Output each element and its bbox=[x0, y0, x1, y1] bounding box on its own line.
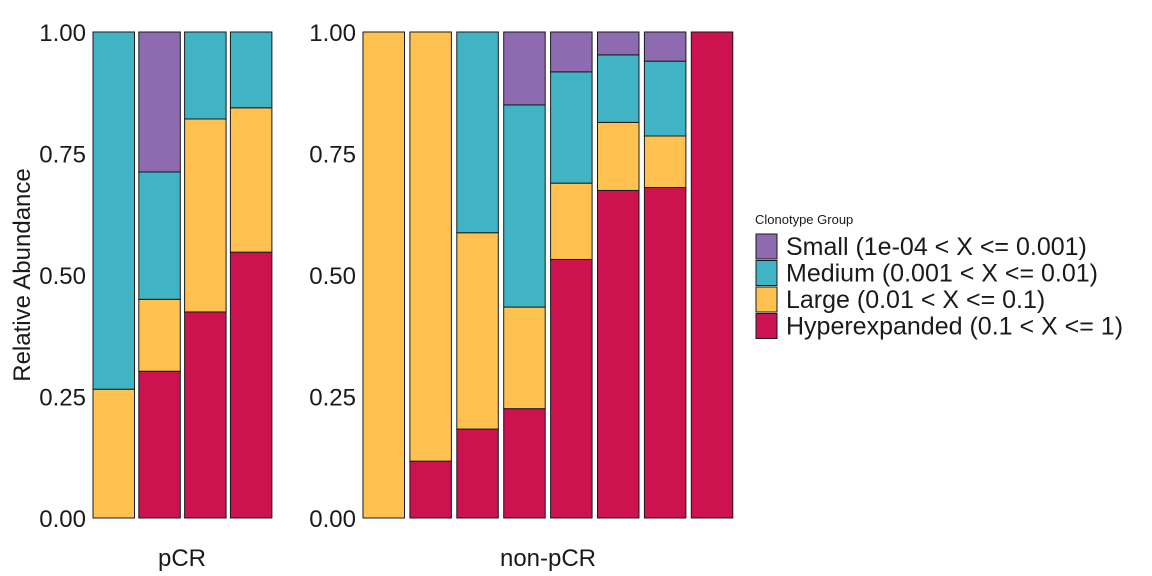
legend: Clonotype Group Small (1e-04 < X <= 0.00… bbox=[755, 212, 1123, 341]
bar-segment-hyperexpanded bbox=[138, 370, 181, 519]
y-axis-title-group: Relative Abundance bbox=[9, 168, 36, 382]
bar-segment-large bbox=[503, 306, 546, 410]
bar-segment-small bbox=[503, 31, 546, 106]
bar-segment-medium bbox=[229, 31, 273, 109]
y-tick-label: 0.50 bbox=[309, 263, 356, 290]
legend-label: Large (0.01 < X <= 0.1) bbox=[786, 286, 1045, 314]
bar-segment-small bbox=[643, 31, 687, 62]
bar-segment-hyperexpanded bbox=[690, 31, 734, 519]
y-tick-label: 0.50 bbox=[39, 263, 86, 290]
bar-segment-small bbox=[597, 31, 640, 56]
bar-segment-large bbox=[138, 298, 181, 372]
bar-segment-hyperexpanded bbox=[229, 251, 273, 519]
bar-segment-hyperexpanded bbox=[597, 189, 640, 519]
bar-segment-medium bbox=[184, 31, 227, 120]
bar-segment-large bbox=[597, 121, 640, 191]
bar-segment-small bbox=[138, 31, 181, 173]
bar-segment-medium bbox=[550, 71, 593, 184]
bar-segment-medium bbox=[503, 104, 546, 308]
legend-label: Medium (0.001 < X <= 0.01) bbox=[786, 260, 1098, 288]
bar-segment-hyperexpanded bbox=[550, 258, 593, 519]
bar-segment-large bbox=[229, 107, 273, 253]
bar-segment-large bbox=[362, 31, 405, 519]
legend-title: Clonotype Group bbox=[755, 212, 853, 227]
bar-segment-hyperexpanded bbox=[409, 460, 452, 519]
bar-segment-medium bbox=[597, 54, 640, 123]
panel-pCR: 0.00 0.25 0.50 0.75 1.00 pCR bbox=[39, 20, 273, 572]
bar-segment-medium bbox=[456, 31, 499, 234]
bar-segment-large bbox=[92, 388, 135, 519]
bar-segment-hyperexpanded bbox=[503, 408, 546, 519]
y-tick-label: 1.00 bbox=[39, 20, 86, 47]
y-tick-label: 0.25 bbox=[309, 385, 356, 412]
y-axis-title: Relative Abundance bbox=[9, 168, 36, 382]
panel-non-pCR: 0.00 0.25 0.50 0.75 1.00 non-pCR bbox=[309, 20, 734, 572]
legend-label: Small (1e-04 < X <= 0.001) bbox=[786, 233, 1087, 261]
bar-segment-hyperexpanded bbox=[643, 187, 687, 519]
bar-segment-hyperexpanded bbox=[184, 311, 227, 519]
facet-panels: 0.00 0.25 0.50 0.75 1.00 pCR 0.00 0.25 0.50 0.75 1… bbox=[39, 20, 734, 572]
facet-label: pCR bbox=[158, 545, 206, 572]
bar-segment-hyperexpanded bbox=[456, 428, 499, 519]
facet-label: non-pCR bbox=[500, 545, 596, 572]
bar-segment-large bbox=[456, 232, 499, 430]
legend-swatch bbox=[755, 260, 778, 286]
bar-segment-medium bbox=[138, 171, 181, 300]
y-tick-label: 0.75 bbox=[309, 142, 356, 169]
legend-entries: Small (1e-04 < X <= 0.001)Medium (0.001 … bbox=[755, 233, 1123, 341]
y-tick-label: 1.00 bbox=[309, 20, 356, 47]
legend-swatch bbox=[755, 286, 778, 313]
y-tick-label: 0.25 bbox=[39, 385, 86, 412]
legend-swatch bbox=[755, 233, 778, 260]
legend-label: Hyperexpanded (0.1 < X <= 1) bbox=[786, 313, 1123, 341]
bar-segment-large bbox=[409, 31, 452, 462]
bar-segment-large bbox=[184, 118, 227, 313]
bar-segment-small bbox=[550, 31, 593, 73]
bar-segment-medium bbox=[643, 60, 687, 137]
y-tick-label: 0.00 bbox=[39, 506, 86, 533]
legend-swatch bbox=[755, 313, 778, 339]
bar-segment-medium bbox=[92, 31, 135, 390]
bar-segment-large bbox=[643, 135, 687, 189]
bar-segment-large bbox=[550, 182, 593, 260]
y-tick-label: 0.00 bbox=[309, 506, 356, 533]
y-tick-label: 0.75 bbox=[39, 142, 86, 169]
